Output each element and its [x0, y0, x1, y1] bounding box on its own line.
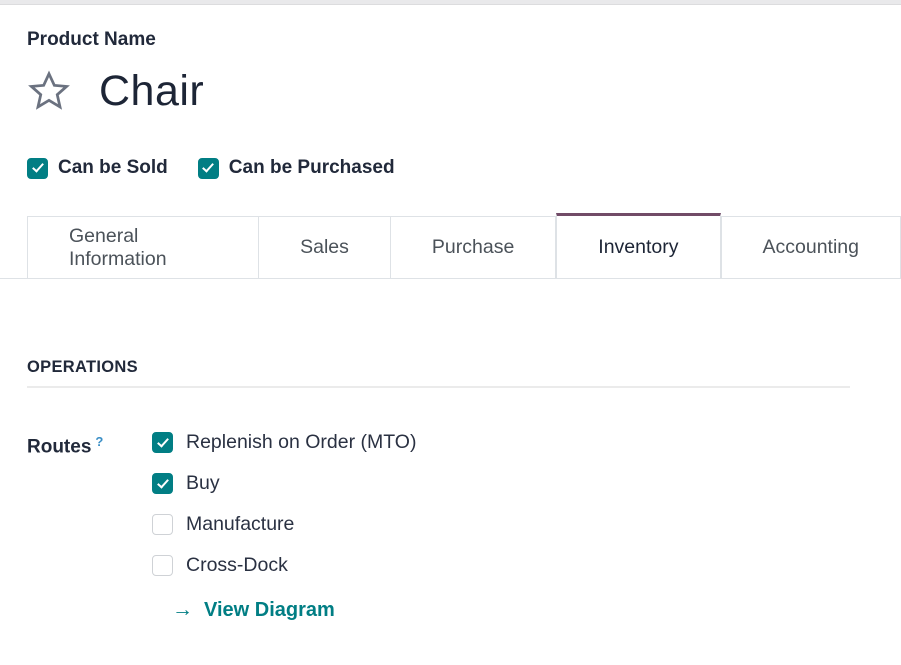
can-be-sold-label[interactable]: Can be Sold	[58, 157, 168, 178]
tab-purchase[interactable]: Purchase	[390, 216, 557, 278]
tab-inventory[interactable]: Inventory	[556, 213, 721, 278]
arrow-right-icon: →	[172, 598, 193, 621]
tab-sales[interactable]: Sales	[259, 216, 391, 278]
route-option-manufacture: Manufacture	[152, 513, 416, 535]
can-be-purchased-flag: Can be Purchased	[197, 157, 395, 179]
route-cross-dock-checkbox[interactable]	[152, 555, 173, 576]
route-option-cross-dock: Cross-Dock	[152, 554, 416, 576]
view-diagram-link[interactable]: → View Diagram	[172, 598, 416, 622]
route-option-replenish-mto: Replenish on Order (MTO)	[152, 431, 417, 453]
can-be-sold-checkbox[interactable]	[27, 157, 48, 179]
operations-section-title: OPERATIONS	[27, 358, 138, 376]
routes-label-cell: Routes?	[27, 432, 152, 622]
routes-options: Replenish on Order (MTO) Buy Manufacture…	[152, 431, 417, 622]
route-option-label[interactable]: Replenish on Order (MTO)	[186, 431, 417, 453]
can-be-purchased-label[interactable]: Can be Purchased	[228, 157, 395, 178]
product-title-row: Chair	[27, 65, 901, 117]
route-buy-checkbox[interactable]	[152, 473, 173, 494]
routes-field: Routes? Replenish on Order (MTO) Buy Man…	[27, 431, 901, 622]
check-icon	[156, 434, 169, 448]
view-diagram-label: View Diagram	[204, 598, 335, 621]
product-title[interactable]: Chair	[99, 66, 205, 115]
can-be-sold-flag: Can be Sold	[27, 157, 168, 179]
route-option-buy: Buy	[152, 472, 416, 494]
route-manufacture-checkbox[interactable]	[152, 514, 173, 535]
help-question-icon[interactable]: ?	[95, 434, 104, 449]
route-replenish-mto-checkbox[interactable]	[152, 432, 173, 453]
sale-purchase-flags: Can be Sold Can be Purchased	[27, 157, 901, 179]
inventory-tab-page: OPERATIONS Routes? Replenish on Order (M…	[0, 358, 901, 622]
check-icon	[31, 160, 44, 173]
routes-label: Routes	[27, 436, 92, 458]
product-name-field-label: Product Name	[27, 29, 156, 50]
route-option-label[interactable]: Buy	[186, 472, 220, 494]
tabs-divider	[0, 278, 901, 279]
tab-general-information[interactable]: General Information	[27, 216, 260, 278]
favorite-star-icon[interactable]	[27, 69, 71, 113]
can-be-purchased-checkbox[interactable]	[197, 157, 219, 179]
route-option-label[interactable]: Manufacture	[186, 513, 295, 535]
notebook-tabs: General Information Sales Purchase Inven…	[0, 213, 901, 279]
top-toolbar-edge	[0, 0, 901, 5]
operations-section-rule	[27, 386, 850, 388]
check-icon	[202, 160, 215, 173]
product-form: Product Name Chair Can be Sold Can be Pu…	[0, 29, 901, 179]
route-option-label[interactable]: Cross-Dock	[186, 554, 288, 576]
check-icon	[156, 475, 169, 489]
tab-accounting[interactable]: Accounting	[720, 216, 901, 278]
